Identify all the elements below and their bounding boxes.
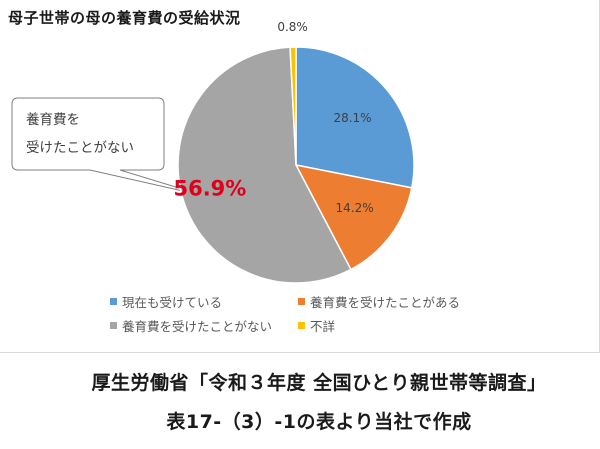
data-label-received-before: 14.2% bbox=[336, 201, 374, 215]
legend-item-received-before: 養育費を受けたことがある bbox=[298, 292, 460, 311]
chart-title: 母子世帯の母の養育費の受給状況 bbox=[8, 9, 241, 27]
legend-label: 現在も受けている bbox=[122, 295, 223, 310]
legend-swatch bbox=[298, 322, 305, 329]
legend-swatch bbox=[110, 322, 117, 329]
chart-area: 28.1% 14.2% 56.9% 0.8% 養育費を 受けたことがない 母子世帯の母の養… bbox=[0, 0, 600, 353]
callout-text: 養育費を bbox=[26, 111, 80, 128]
data-label-unknown: 0.8% bbox=[277, 20, 308, 34]
legend-label: 養育費を受けたことがない bbox=[122, 319, 273, 334]
source-caption-line1: 厚生労働省「令和３年度 全国ひとり親世帯等調査」 bbox=[91, 372, 547, 394]
data-label-never-received: 56.9% bbox=[173, 177, 246, 201]
pie-slice-never-received bbox=[177, 46, 352, 284]
source-caption: 厚生労働省「令和３年度 全国ひとり親世帯等調査」 表17-（3）-1の表より当社… bbox=[0, 368, 600, 434]
source-caption-line2: 表17-（3）-1の表より当社で作成 bbox=[166, 411, 472, 433]
legend-item-never-received: 養育費を受けたことがない bbox=[110, 316, 272, 335]
legend-swatch bbox=[298, 298, 305, 305]
legend-label: 養育費を受けたことがある bbox=[310, 295, 461, 310]
pie-slice-received-before bbox=[294, 163, 413, 271]
legend-item-currently-receiving: 現在も受けている bbox=[110, 292, 222, 311]
pie-slice-unknown bbox=[289, 46, 297, 166]
pie-slice-currently-receiving bbox=[295, 46, 415, 189]
legend-swatch bbox=[110, 298, 117, 305]
legend-label: 不詳 bbox=[310, 319, 336, 334]
pie-chart: 28.1% 14.2% 56.9% 0.8% 養育費を受けたことがない bbox=[11, 20, 415, 284]
callout-text: 受けたことがない bbox=[26, 140, 134, 156]
callout-bubble bbox=[11, 97, 206, 197]
legend-item-unknown: 不詳 bbox=[298, 316, 335, 335]
data-label-currently-receiving: 28.1% bbox=[333, 111, 371, 125]
